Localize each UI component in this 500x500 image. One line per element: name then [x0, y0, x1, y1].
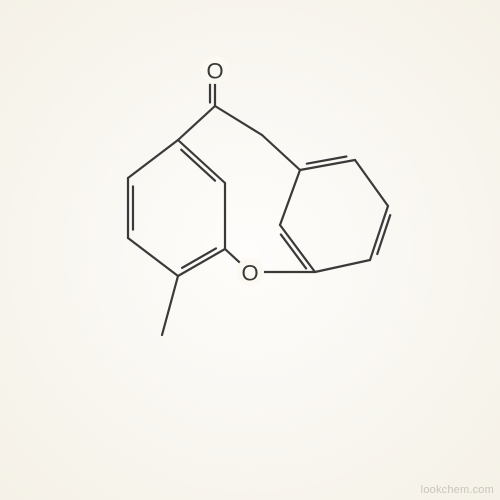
- atom-label-o: O: [206, 59, 223, 84]
- figure-root: OO lookchem.com: [0, 0, 500, 500]
- molecule-diagram: OO: [0, 0, 500, 500]
- atom-label-o: O: [241, 261, 258, 286]
